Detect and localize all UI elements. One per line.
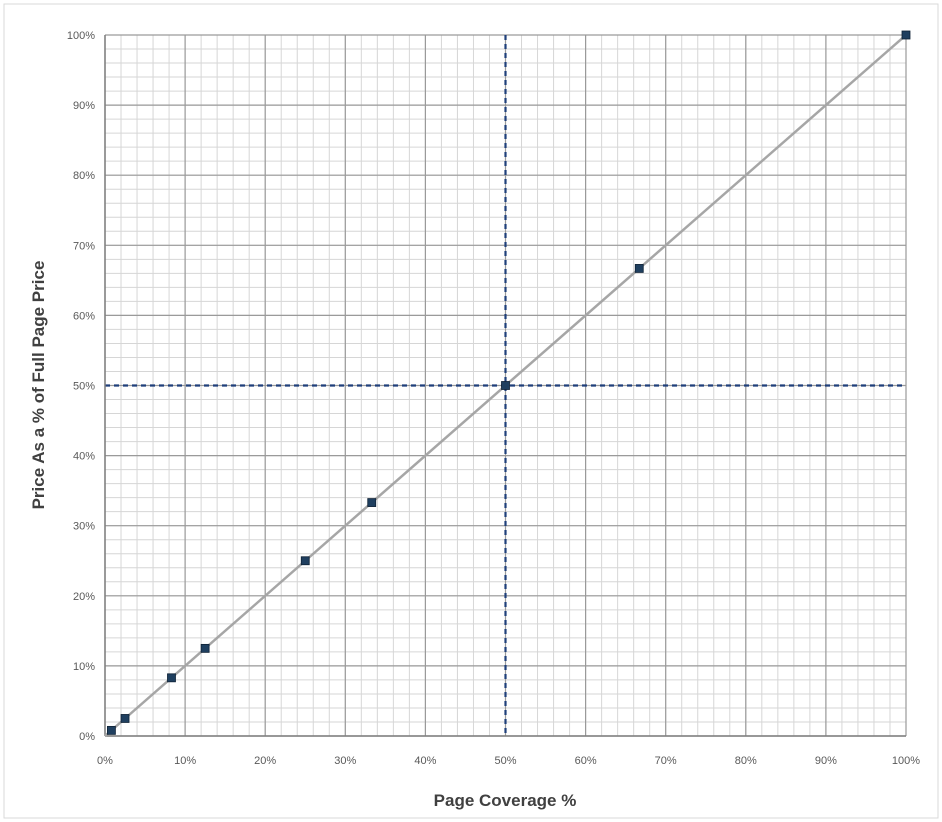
y-tick-label: 70% [73,240,95,252]
data-point [200,643,210,653]
data-point [167,673,176,683]
axes [104,35,906,737]
tick-labels: 0% 10% 20% 30% 40% 50% 60% 70% 80% 90% 100% 0% 10% 20… [67,30,920,767]
data-points [107,30,911,735]
y-tick-label: 80% [73,170,95,182]
y-tick-label: 50% [73,381,95,393]
x-tick-label: 10% [174,755,196,767]
x-tick-label: 60% [575,755,597,767]
data-point [120,714,130,723]
chart-frame [3,3,939,819]
data-point [634,264,644,273]
y-tick-label: 30% [73,521,95,533]
x-tick-label: 40% [414,755,436,767]
data-point [107,725,116,735]
y-tick-label: 90% [73,100,95,112]
y-tick-label: 60% [73,310,95,322]
y-tick-label: 0% [79,731,95,743]
x-tick-label: 90% [815,755,837,767]
y-tick-label: 100% [67,30,95,42]
y-tick-label: 40% [73,451,95,463]
data-point [300,556,310,566]
x-tick-label: 80% [735,755,757,767]
y-tick-label: 10% [73,661,95,673]
x-tick-label: 0% [97,755,113,767]
x-tick-label: 100% [892,755,920,767]
x-axis-title: Page Coverage % [434,791,577,810]
data-point [367,498,377,507]
x-tick-label: 30% [334,755,356,767]
data-point [901,30,911,40]
y-axis-title: Price As a % of Full Page Price [29,261,48,510]
x-tick-label: 20% [254,755,276,767]
data-point [501,381,510,390]
x-tick-label: 50% [494,755,516,767]
y-tick-label: 20% [73,591,95,603]
x-tick-label: 70% [655,755,677,767]
